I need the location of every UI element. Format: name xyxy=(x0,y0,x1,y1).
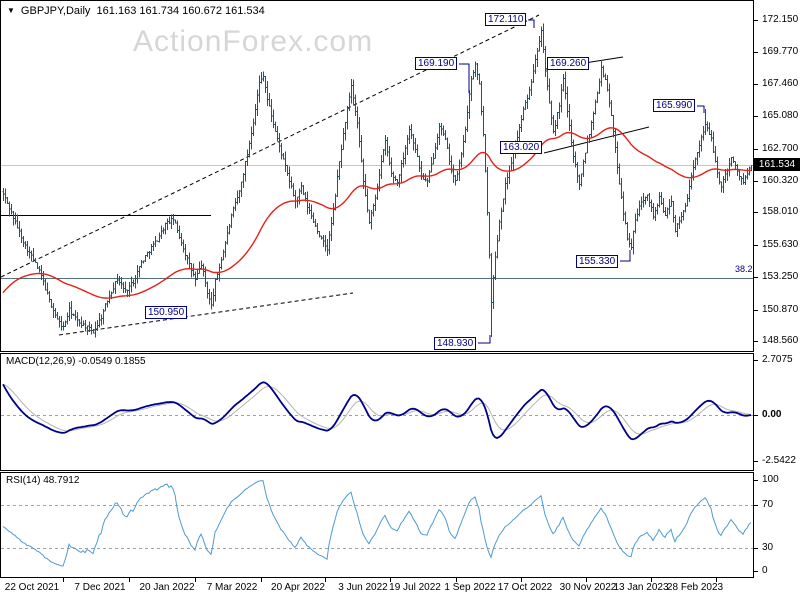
macd-title: MACD(12,26,9) -0.0549 0.1855 xyxy=(6,356,146,367)
price-axis-tick xyxy=(754,84,758,85)
rsi-axis-tick xyxy=(754,571,758,572)
rsi-axis-label: 100 xyxy=(762,474,779,485)
annotation-connector-7 xyxy=(478,335,491,344)
macd-pane: MACD(12,26,9) -0.0549 0.1855 xyxy=(0,353,754,471)
date-axis-tick xyxy=(63,578,64,582)
watermark: ActionForex.com xyxy=(133,25,374,58)
chart-title: ▼ GBPJPY,Daily 161.163 161.734 160.672 16… xyxy=(7,5,265,17)
price-axis-tick xyxy=(754,245,758,246)
annotation-connector-3 xyxy=(697,105,705,113)
date-axis-label: 28 Feb 2023 xyxy=(666,582,724,593)
date-axis-label: 7 Dec 2021 xyxy=(74,582,126,593)
date-axis-label: 1 Sep 2022 xyxy=(444,582,496,593)
price-axis-label: 167.460 xyxy=(762,77,799,89)
date-axis-tick xyxy=(456,578,457,582)
macd-axis-tick xyxy=(754,360,758,361)
date-axis-label: 30 Nov 2022 xyxy=(559,582,617,593)
date-axis-tick xyxy=(521,578,522,582)
price-level-label: 155.330 xyxy=(576,255,619,268)
macd-axis-label: -2.5422 xyxy=(762,455,796,466)
date-axis-label: 3 Jun 2022 xyxy=(338,582,388,593)
current-price-badge: 161.534 xyxy=(754,158,800,171)
price-axis-label: 155.630 xyxy=(762,238,799,250)
date-axis-tick xyxy=(390,578,391,582)
macd-main-line xyxy=(2,381,752,441)
ohlc-values: 161.163 161.734 160.672 161.534 xyxy=(96,5,265,17)
price-axis-label: 158.010 xyxy=(762,206,799,218)
date-axis-tick xyxy=(325,578,326,582)
macd-axis-label: 0.00 xyxy=(762,409,782,420)
trendline-dashed-1 xyxy=(58,292,354,336)
date-axis-label: 13 Jan 2023 xyxy=(613,582,669,593)
price-axis-tick xyxy=(754,212,758,213)
date-axis-label: 20 Jan 2022 xyxy=(139,582,195,593)
rsi-axis-tick xyxy=(754,505,758,506)
price-axis-label: 172.150 xyxy=(762,14,799,25)
ema-line xyxy=(2,127,752,299)
date-axis-label: 19 Jul 2022 xyxy=(389,582,441,593)
rsi-axis-label: 70 xyxy=(762,499,774,510)
rsi-canvas xyxy=(1,480,753,567)
rsi-title: RSI(14) 48.7912 xyxy=(6,475,80,486)
macd-axis-tick xyxy=(754,461,758,462)
price-axis-tick xyxy=(754,52,758,53)
price-axis-tick xyxy=(754,310,758,311)
annotation-connector-5 xyxy=(620,250,631,262)
rsi-pane: RSI(14) 48.7912 xyxy=(0,472,754,578)
price-level-label: 169.260 xyxy=(547,57,590,70)
price-axis-tick xyxy=(754,277,758,278)
chart-menu-triangle-icon: ▼ xyxy=(7,6,15,15)
rsi-line xyxy=(2,480,752,567)
price-level-label: 163.020 xyxy=(500,141,543,154)
price-level-label: 172.110 xyxy=(485,13,527,26)
rsi-axis-tick xyxy=(754,548,758,549)
price-axis-tick xyxy=(754,116,758,117)
price-axis-tick xyxy=(754,20,758,21)
date-axis-label: 20 Apr 2022 xyxy=(271,582,325,593)
date-axis: 22 Oct 2021 7 Dec 2021 20 Jan 2022 7 Mar 20… xyxy=(0,578,754,600)
date-axis-tick xyxy=(716,578,717,582)
date-axis-tick xyxy=(586,578,587,582)
price-level-label: 169.190 xyxy=(415,57,458,70)
date-axis-tick xyxy=(195,578,196,582)
price-axis-label: 153.250 xyxy=(762,271,799,283)
price-axis-tick xyxy=(754,341,758,342)
price-axis-label: 162.700 xyxy=(762,142,799,154)
rsi-axis-label: 30 xyxy=(762,542,774,553)
fib-382-label: 38.2 xyxy=(735,264,753,274)
price-bars xyxy=(2,23,753,338)
price-chart-pane: ActionForex.com ▼ GBPJPY,Daily 161.163 16… xyxy=(0,0,754,352)
annotation-connector-0 xyxy=(528,19,535,28)
date-axis-tick xyxy=(651,578,652,582)
date-axis-label: 7 Mar 2022 xyxy=(206,582,258,593)
price-axis-label: 150.870 xyxy=(762,303,799,315)
price-chart-canvas xyxy=(1,14,753,344)
date-axis-label: 17 Oct 2022 xyxy=(497,582,553,593)
trendline-solid-3 xyxy=(543,126,650,154)
price-axis-label: 148.560 xyxy=(762,334,799,346)
price-level-label: 150.950 xyxy=(145,306,188,319)
macd-axis-label: 2.7075 xyxy=(762,354,793,365)
symbol-period-label: GBPJPY,Daily xyxy=(20,5,91,17)
annotation-connector-1 xyxy=(459,63,470,93)
rsi-axis-tick xyxy=(754,480,758,481)
macd-signal-line xyxy=(2,383,752,435)
macd-canvas xyxy=(1,381,753,441)
price-axis-label: 160.320 xyxy=(762,174,799,186)
price-level-label: 148.930 xyxy=(434,337,477,350)
price-axis-label: 165.080 xyxy=(762,110,799,122)
price-level-label: 165.990 xyxy=(653,99,696,112)
macd-axis-tick xyxy=(754,415,758,416)
right-axis-column: 161.534 172.150 169.770 167.460 165.080 162.… xyxy=(754,0,800,600)
date-axis-label: 22 Oct 2021 xyxy=(4,582,60,593)
price-axis-tick xyxy=(754,181,758,182)
date-axis-tick xyxy=(261,578,262,582)
price-axis-tick xyxy=(754,149,758,150)
date-axis-tick xyxy=(129,578,130,582)
rsi-axis-label: 0 xyxy=(762,565,768,576)
price-axis-label: 169.770 xyxy=(762,46,799,58)
